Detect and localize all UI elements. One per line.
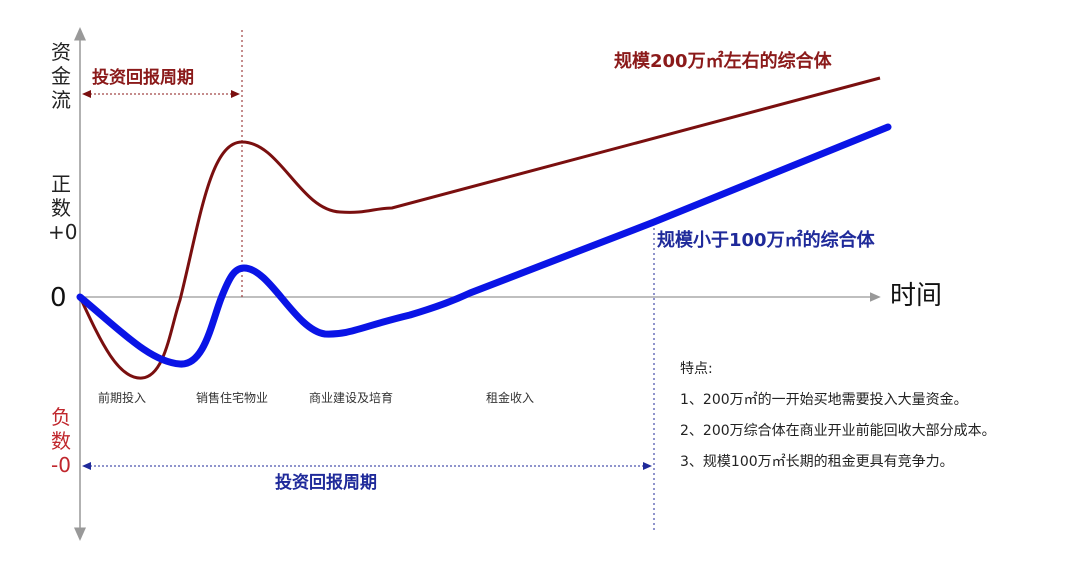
- phase-label: 销售住宅物业: [196, 391, 269, 405]
- y-axis-positive-label: 正 数 +0: [48, 172, 78, 244]
- y-axis-zero: 0: [50, 283, 67, 313]
- x-axis-label: 时间: [890, 281, 943, 311]
- y-axis-title-char: 流: [51, 88, 71, 112]
- small-series-label: 规模小于100万㎡的综合体: [657, 230, 875, 251]
- note-item: 3、规模100万㎡长期的租金更具有竞争力。: [680, 454, 954, 470]
- positive-char: 数: [51, 196, 71, 220]
- positive-char: 正: [51, 172, 71, 196]
- large-series-label: 规模200万㎡左右的综合体: [614, 51, 832, 72]
- y-axis-negative-label: 负 数 -0: [48, 405, 74, 477]
- y-axis-title-char: 资: [51, 40, 71, 64]
- negative-char: 数: [51, 429, 71, 453]
- phase-label: 前期投入: [98, 391, 147, 405]
- negative-char: -0: [51, 453, 71, 477]
- large-complex-curve: [78, 76, 881, 380]
- notes-box: 特点: 1、200万㎡的一开始买地需要投入大量资金。 2、200万综合体在商业开…: [680, 358, 996, 482]
- negative-char: 负: [51, 405, 71, 429]
- positive-char: +0: [48, 220, 78, 244]
- notes-title: 特点:: [680, 361, 713, 377]
- phase-label: 租金收入: [486, 391, 535, 405]
- note-item: 1、200万㎡的一开始买地需要投入大量资金。: [680, 392, 968, 408]
- y-axis-title-char: 金: [51, 64, 71, 88]
- red-payback-label: 投资回报周期: [92, 68, 194, 88]
- note-item: 2、200万综合体在商业开业前能回收大部分成本。: [680, 423, 996, 439]
- small-complex-curve: [76, 123, 892, 368]
- phase-label: 商业建设及培育: [309, 391, 394, 405]
- y-axis-title: 资 金 流: [48, 40, 74, 112]
- blue-payback-label: 投资回报周期: [275, 473, 377, 493]
